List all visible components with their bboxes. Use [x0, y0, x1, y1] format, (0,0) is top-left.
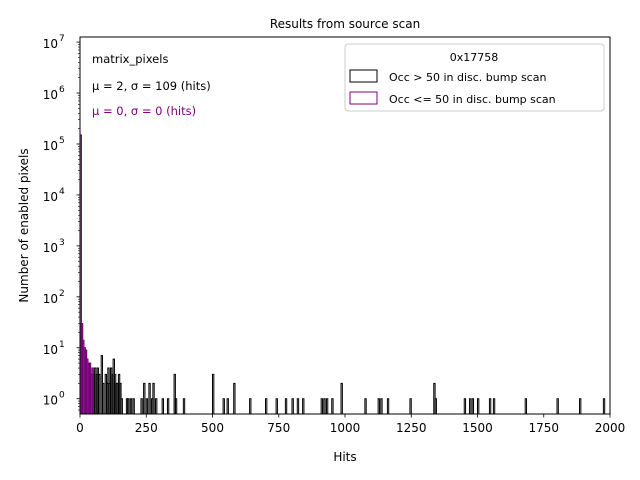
y-tick-exponent: 1 — [59, 340, 65, 350]
histogram-bin — [477, 398, 480, 414]
y-tick-exponent: 3 — [59, 238, 65, 248]
y-tick-exponent: 2 — [59, 289, 65, 299]
histogram-bin — [155, 398, 158, 414]
x-tick-label: 1250 — [396, 421, 427, 435]
histogram-bin — [222, 398, 225, 414]
y-tick-label: 10 — [43, 190, 58, 204]
histogram-bin — [377, 398, 380, 414]
x-tick-label: 2000 — [595, 421, 626, 435]
histogram-bin — [320, 398, 323, 414]
histogram-bin — [145, 398, 149, 414]
x-tick-label: 1500 — [462, 421, 493, 435]
annotation-stats-occ-gt-50: μ = 2, σ = 109 (hits) — [92, 79, 211, 93]
chart-title: Results from source scan — [270, 17, 420, 31]
histogram-bin — [161, 398, 164, 414]
histogram-bin — [291, 398, 294, 414]
histogram-bin — [364, 398, 367, 414]
y-tick-exponent: 0 — [59, 391, 65, 401]
x-tick-label: 750 — [267, 421, 290, 435]
y-tick-label: 10 — [43, 37, 58, 51]
histogram-bin — [140, 398, 143, 414]
annotation-matrix-label: matrix_pixels — [92, 52, 168, 66]
histogram-bin — [80, 134, 82, 414]
y-tick-exponent: 7 — [59, 34, 65, 44]
x-tick-label: 1750 — [528, 421, 559, 435]
histogram-bin — [275, 398, 278, 414]
y-axis-label: Number of enabled pixels — [17, 148, 31, 302]
legend-swatch-occ-le-50 — [349, 91, 378, 105]
legend-label-occ-le-50: Occ <= 50 in disc. bump scan — [389, 93, 556, 106]
histogram-bin — [469, 398, 472, 414]
histogram-bin — [174, 398, 178, 414]
histogram-bin — [296, 398, 300, 414]
histogram-bin — [492, 398, 496, 414]
y-tick-exponent: 5 — [59, 136, 65, 146]
x-tick-label: 1000 — [330, 421, 361, 435]
y-tick-label: 10 — [43, 241, 58, 255]
histogram-bin — [323, 398, 326, 414]
histogram-bin — [212, 373, 215, 414]
histogram-bin — [148, 382, 151, 414]
y-tick-label: 10 — [43, 292, 58, 306]
legend-label-occ-gt-50: Occ > 50 in disc. bump scan — [389, 71, 546, 84]
histogram-bin — [331, 398, 334, 414]
histogram-bin — [488, 398, 492, 414]
x-tick-label: 250 — [135, 421, 158, 435]
legend-title: 0x17758 — [450, 51, 499, 64]
histogram-bin — [302, 398, 305, 414]
histogram-bin — [143, 382, 146, 414]
series-occ-gt-50 — [80, 134, 606, 414]
histogram-bin — [152, 382, 155, 414]
histogram-bin — [434, 398, 437, 414]
histogram-bin — [226, 398, 229, 414]
histogram-bin — [91, 367, 94, 414]
y-tick-label: 10 — [43, 343, 58, 357]
histogram-bin — [463, 398, 467, 414]
series-occ-le-50 — [80, 134, 94, 414]
y-tick-label: 10 — [43, 394, 58, 408]
histogram-bin — [325, 398, 329, 414]
histogram-bin — [265, 398, 268, 414]
y-tick-label: 10 — [43, 88, 58, 102]
annotation-stats-occ-le-50: μ = 0, σ = 0 (hits) — [92, 104, 196, 118]
x-tick-label: 500 — [201, 421, 224, 435]
histogram-bin — [284, 398, 288, 414]
histogram-bin — [340, 382, 343, 414]
histogram-bin — [102, 382, 105, 414]
histogram-bin — [249, 398, 252, 414]
histogram-bin — [524, 398, 528, 414]
histogram-bin — [173, 373, 176, 414]
legend-swatch-occ-gt-50 — [349, 69, 378, 83]
histogram-bin — [471, 398, 475, 414]
histogram-bin — [386, 398, 390, 414]
histogram-bin — [409, 398, 412, 414]
histogram-bin — [132, 398, 135, 414]
histogram-bin — [120, 398, 123, 414]
histogram-bin — [233, 382, 236, 414]
histogram-bin — [127, 398, 130, 414]
histogram-bin — [129, 398, 133, 414]
histogram-bin — [602, 398, 606, 414]
x-tick-label: 0 — [76, 421, 84, 435]
legend-box — [344, 43, 605, 112]
y-tick-exponent: 4 — [59, 187, 65, 197]
histogram-bin — [556, 398, 559, 414]
histogram-bin — [182, 398, 186, 414]
histogram-bin — [98, 373, 101, 414]
y-tick-label: 10 — [43, 139, 58, 153]
y-tick-exponent: 6 — [59, 85, 65, 95]
legend: 0x17758 Occ > 50 in disc. bump scan Occ … — [344, 43, 605, 112]
histogram-bin — [380, 398, 383, 414]
histogram-bin — [166, 398, 170, 414]
histogram-bin — [579, 398, 582, 414]
x-axis-label: Hits — [333, 450, 356, 464]
